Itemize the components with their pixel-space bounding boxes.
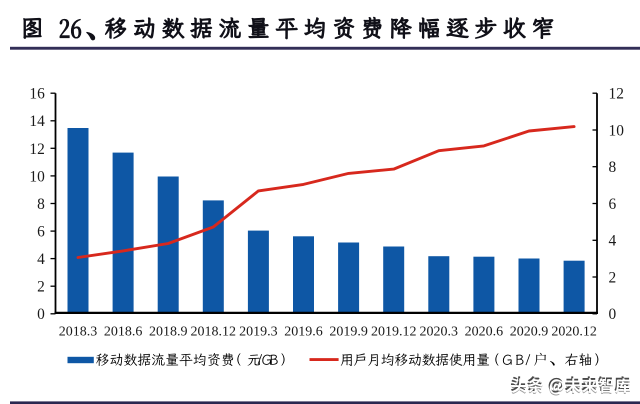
svg-text:16: 16 [29, 86, 45, 103]
svg-text:2: 2 [609, 269, 617, 286]
svg-text:10: 10 [609, 122, 625, 139]
svg-text:2019.9: 2019.9 [329, 325, 368, 340]
svg-text:8: 8 [37, 196, 45, 213]
svg-text:2019.3: 2019.3 [239, 325, 278, 340]
svg-text:6: 6 [609, 196, 617, 213]
svg-text:2019.6: 2019.6 [284, 325, 323, 340]
svg-text:2019.12: 2019.12 [371, 325, 417, 340]
svg-text:4: 4 [609, 233, 617, 250]
svg-text:2020.6: 2020.6 [465, 325, 504, 340]
svg-text:14: 14 [29, 113, 45, 130]
svg-text:2018.12: 2018.12 [191, 325, 237, 340]
svg-text:2018.6: 2018.6 [104, 325, 143, 340]
svg-text:6: 6 [37, 224, 45, 241]
svg-text:8: 8 [609, 159, 617, 176]
svg-text:4: 4 [37, 251, 45, 268]
svg-text:2020.9: 2020.9 [510, 325, 549, 340]
svg-text:12: 12 [609, 86, 624, 103]
svg-text:0: 0 [37, 306, 45, 323]
svg-text:2: 2 [37, 279, 45, 296]
svg-text:2018.3: 2018.3 [59, 325, 98, 340]
svg-text:2018.9: 2018.9 [149, 325, 188, 340]
svg-text:2020.3: 2020.3 [420, 325, 459, 340]
svg-text:12: 12 [29, 141, 44, 158]
svg-text:2020.12: 2020.12 [551, 325, 597, 340]
svg-text:0: 0 [609, 306, 617, 323]
svg-text:10: 10 [29, 168, 45, 185]
